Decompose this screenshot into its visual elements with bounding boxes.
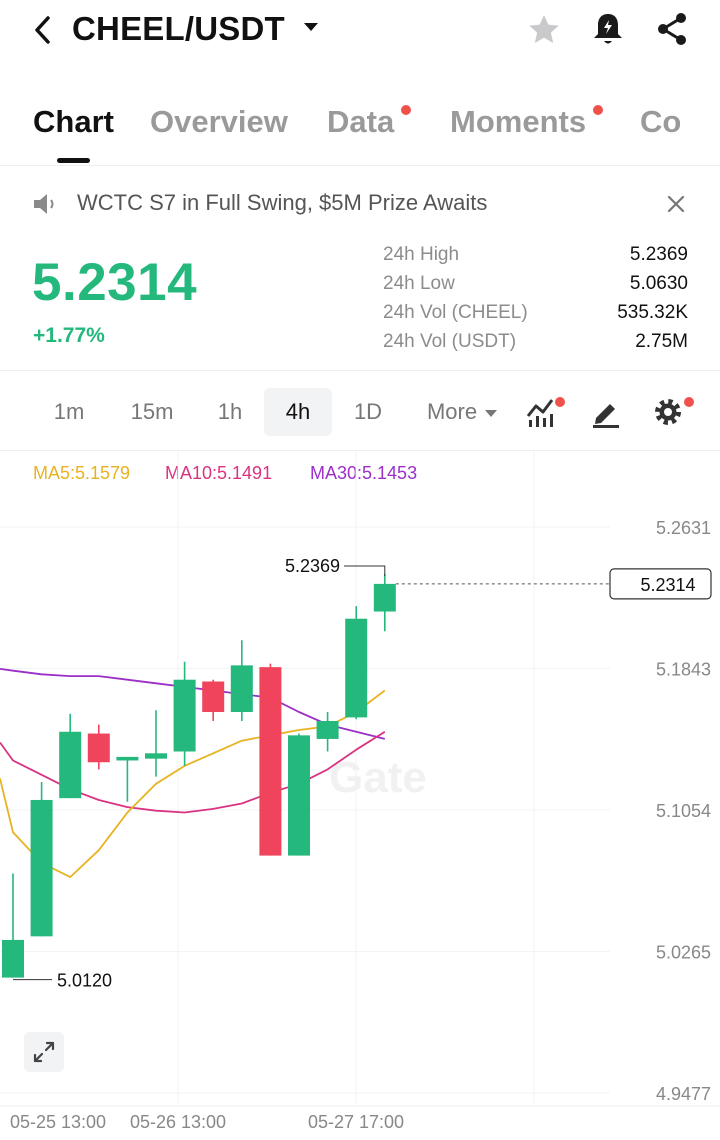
candle-body: [30, 799, 53, 937]
interval-1m[interactable]: 1m: [53, 399, 85, 424]
max-price-label: 5.2369: [285, 556, 340, 576]
ma10-line: [0, 731, 386, 814]
tab-chart[interactable]: Chart: [33, 104, 114, 139]
interval-1d[interactable]: 1D: [353, 399, 383, 424]
announcement-text[interactable]: WCTC S7 in Full Swing, $5M Prize Awaits: [77, 190, 488, 215]
star-icon[interactable]: [526, 12, 562, 48]
tab-copy[interactable]: Co: [640, 104, 682, 139]
price-alert-icon[interactable]: [590, 10, 626, 48]
price-change: +1.77%: [33, 324, 105, 347]
candle-up: [316, 712, 339, 752]
y-tick-label: 4.9477: [656, 1084, 711, 1104]
max-price-leader: [344, 565, 386, 577]
stat-24h-low-label: 24h Low: [383, 273, 455, 294]
candle-up: [59, 713, 82, 799]
pair-title[interactable]: CHEEL/USDT: [72, 10, 285, 47]
stat-24h-vol-base-value: 535.32K: [617, 302, 688, 323]
stat-24h-low-value: 5.0630: [629, 273, 688, 294]
candle-body: [116, 756, 139, 761]
candle-body: [259, 667, 282, 856]
candle-body: [173, 679, 196, 752]
current-price-label: 5.2314: [640, 575, 695, 595]
candle-body: [230, 665, 253, 713]
interval-1h[interactable]: 1h: [217, 399, 243, 424]
candlestick-chart[interactable]: Gate 5.2314 5.2369 5.0120 5.2631 5.1843 5.10…: [0, 450, 720, 1140]
ma5-legend: MA5:5.1579: [33, 463, 131, 483]
candle-body: [145, 753, 167, 759]
y-tick-label: 5.1843: [656, 659, 711, 679]
candle-up: [288, 733, 310, 856]
candle-body: [345, 618, 368, 718]
tab-data[interactable]: Data: [327, 104, 395, 139]
candle-up: [116, 756, 139, 802]
notification-dot: [401, 105, 411, 115]
close-icon[interactable]: [664, 192, 688, 216]
back-icon[interactable]: [28, 12, 60, 48]
more-label: More: [426, 399, 478, 424]
tab-moments[interactable]: Moments: [450, 104, 587, 139]
active-tab-indicator: [57, 158, 90, 163]
candle-body: [2, 939, 24, 978]
candle-body: [59, 731, 82, 799]
caret-down-icon[interactable]: [302, 20, 320, 34]
chart-grid: [0, 452, 720, 1107]
candle-up: [345, 606, 368, 720]
announcement-bar[interactable]: WCTC S7 in Full Swing, $5M Prize Awaits: [0, 176, 720, 232]
candle-up: [145, 710, 167, 777]
candle-up: [30, 782, 53, 937]
y-tick-label: 5.0265: [656, 943, 711, 963]
candle-down: [87, 724, 110, 770]
interval-4h[interactable]: 4h: [264, 388, 332, 436]
tab-overview[interactable]: Overview: [150, 104, 288, 139]
ma30-legend: MA30:5.1453: [310, 463, 418, 483]
x-tick-label: 05-26 13:00: [130, 1112, 226, 1132]
candle-down: [259, 663, 282, 856]
header: CHEEL/USDT: [0, 0, 720, 64]
candle-up: [2, 873, 24, 978]
y-tick-label: 5.2631: [656, 518, 711, 538]
candle-body: [87, 733, 110, 763]
notification-dot: [684, 397, 694, 407]
candles: [2, 574, 396, 978]
ma10-legend: MA10:5.1491: [165, 463, 273, 483]
interval-more-dropdown[interactable]: More: [414, 388, 510, 436]
x-axis: 05-25 13:00 05-26 13:00 05-27 17:00: [10, 1112, 404, 1132]
candle-body: [316, 720, 339, 739]
chevron-down-icon: [485, 409, 498, 417]
candle-body: [288, 735, 310, 856]
candle-down: [202, 679, 225, 721]
speaker-icon: [34, 194, 54, 214]
candle-body: [373, 583, 396, 612]
share-icon[interactable]: [654, 10, 690, 48]
stat-24h-vol-quote-value: 2.75M: [635, 331, 688, 352]
draw-tool-icon[interactable]: [588, 394, 624, 430]
candle-up: [230, 640, 253, 721]
min-price-label: 5.0120: [57, 971, 112, 991]
notification-dot: [555, 397, 565, 407]
x-tick-label: 05-27 17:00: [308, 1112, 404, 1132]
candle-up: [173, 661, 196, 766]
indicators-icon[interactable]: [524, 394, 560, 430]
y-axis: 5.2631 5.1843 5.1054 5.0265 4.9477: [656, 518, 711, 1104]
settings-gear-icon[interactable]: [650, 394, 686, 430]
candle-body: [202, 681, 225, 713]
tab-bar: Chart Overview Data Moments Co: [0, 96, 720, 166]
watermark: Gate: [329, 753, 427, 802]
candle-up: [373, 574, 396, 632]
stat-24h-high-label: 24h High: [383, 244, 460, 265]
stat-24h-vol-quote-label: 24h Vol (USDT): [383, 331, 517, 352]
stat-24h-vol-base-label: 24h Vol (CHEEL): [383, 302, 528, 323]
notification-dot: [593, 105, 603, 115]
divider: [0, 370, 720, 371]
fullscreen-expand-icon[interactable]: [24, 1032, 64, 1072]
interval-15m[interactable]: 15m: [130, 399, 174, 424]
stat-24h-high-value: 5.2369: [629, 244, 688, 265]
last-price: 5.2314: [32, 253, 198, 312]
divider: [0, 450, 720, 451]
current-price-tag: [609, 568, 712, 600]
x-tick-label: 05-25 13:00: [10, 1112, 106, 1132]
chart-overlays: 5.2314 5.2369 5.0120: [13, 556, 712, 991]
y-tick-label: 5.1054: [656, 801, 711, 821]
